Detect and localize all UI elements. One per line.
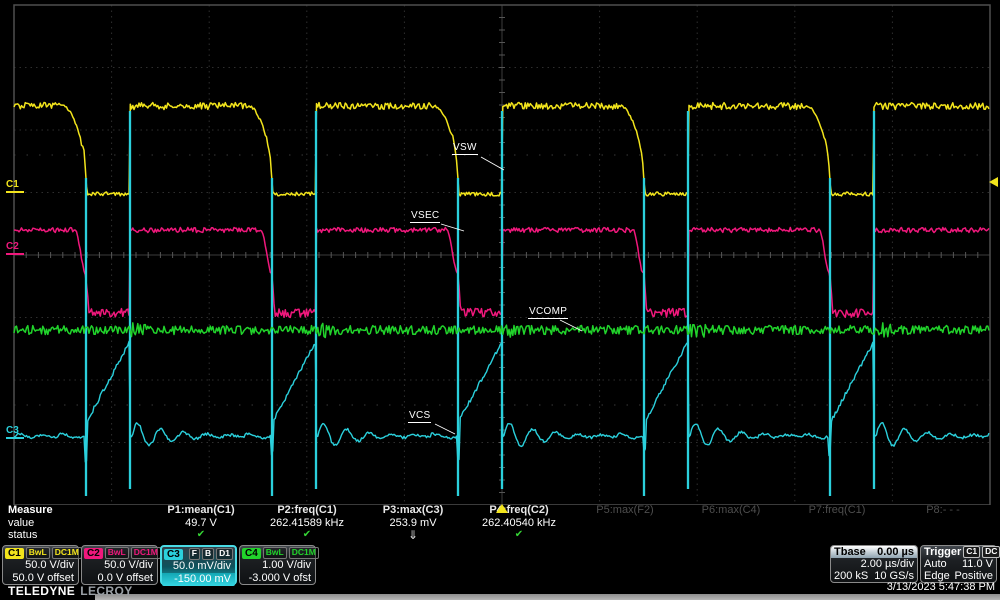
param-status-icon: ✔ <box>514 529 524 540</box>
channel-id-badge: C3 <box>164 548 183 560</box>
brand-logo: TELEDYNE LECROY <box>8 585 133 598</box>
brand-lecroy: LECROY <box>80 584 133 598</box>
channel-scale: 50.0 V/div <box>25 559 74 571</box>
timebase-position: 0.00 µs <box>877 546 914 558</box>
measure-param-3[interactable]: P3:max(C3) 253.9 mV ⇓ <box>360 504 466 541</box>
timebase-label: Tbase <box>834 546 866 558</box>
param-status-icon: ⇓ <box>407 528 419 542</box>
trace-label-vsec: VSEC <box>410 210 441 223</box>
trace-label-vcomp: VCOMP <box>528 306 569 319</box>
trigger-level: 11.0 V <box>962 558 993 570</box>
channel-offset: 50.0 V offset <box>12 572 74 584</box>
trace-position-marker-c3[interactable]: C3 <box>6 426 24 439</box>
measure-param-6[interactable]: P6:max(C4) <box>678 504 784 541</box>
measure-param-8[interactable]: P8:- - - <box>890 504 996 541</box>
channel-badge: F <box>188 548 200 560</box>
param-name: P6:max(C4) <box>701 504 761 516</box>
channel-box-c2[interactable]: C2 BwL DC1M 50.0 V/div 0.0 V offset <box>81 545 161 585</box>
channel-scale: 50.0 V/div <box>104 559 153 571</box>
trigger-type: Edge <box>924 570 950 582</box>
trigger-level-marker[interactable] <box>989 177 998 187</box>
trigger-coupling-badge: DC <box>982 546 1000 558</box>
channel-badge: BwL <box>262 547 287 559</box>
waveform-traces <box>13 101 990 496</box>
timebase-scale: 2.00 µs/div <box>860 558 914 570</box>
param-status-icon: ✔ <box>302 529 312 540</box>
trigger-label: Trigger <box>924 546 962 558</box>
channel-badge: DC1M <box>51 547 82 559</box>
channel-id-badge: C1 <box>5 547 24 559</box>
trace-position-marker-c2[interactable]: C2 <box>6 242 24 255</box>
timebase-descriptor-box[interactable]: Tbase 0.00 µs 2.00 µs/div 200 kS 10 GS/s <box>830 545 918 583</box>
param-name: P7:freq(C1) <box>808 504 866 516</box>
channel-badge: BwL <box>25 547 50 559</box>
param-name: P4:freq(C2) <box>489 504 549 516</box>
param-status-icon <box>678 517 784 529</box>
channel-id-badge: C2 <box>84 547 103 559</box>
channel-scale: 1.00 V/div <box>262 559 311 571</box>
measure-param-4[interactable]: P4:freq(C2) 262.40540 kHz ✔ <box>466 504 572 541</box>
param-status-icon <box>784 517 890 529</box>
channel-badge: DC1M <box>130 547 161 559</box>
trace-label-vsw: VSW <box>452 142 478 155</box>
channel-id-badge: C4 <box>242 547 261 559</box>
param-value: 253.9 mV <box>389 517 437 529</box>
status-label: status <box>8 529 38 541</box>
trigger-header: Trigger C1 DC <box>921 546 1000 558</box>
trigger-position-marker[interactable] <box>496 504 508 513</box>
channel-badge: B <box>201 548 215 560</box>
trigger-slope: Positive <box>954 570 993 582</box>
channel-badge: D1 <box>216 548 233 560</box>
value-label: value <box>8 516 35 529</box>
timebase-header: Tbase 0.00 µs <box>831 546 917 558</box>
trigger-mode: Auto <box>924 558 947 570</box>
channel-box-c4[interactable]: C4 BwL DC1M 1.00 V/div -3.000 V ofst <box>239 545 319 585</box>
measure-parameter-row: P1:mean(C1) 49.7 V ✔ P2:freq(C1) 262.4158… <box>148 504 996 541</box>
param-name: P5:max(F2) <box>596 504 654 516</box>
trigger-descriptor-box[interactable]: Trigger C1 DC Auto 11.0 V Edge Positive <box>920 545 1000 583</box>
channel-badge: DC1M <box>288 547 319 559</box>
channel-badge: BwL <box>104 547 129 559</box>
param-name: P2:freq(C1) <box>277 504 337 516</box>
measure-label: Measure <box>8 504 53 516</box>
timebase-samples: 200 kS <box>834 570 869 582</box>
channel-box-c1[interactable]: C1 BwL DC1M 50.0 V/div 50.0 V offset <box>2 545 82 585</box>
measure-param-7[interactable]: P7:freq(C1) <box>784 504 890 541</box>
param-name: P1:mean(C1) <box>167 504 235 516</box>
param-value: 262.41589 kHz <box>270 517 344 529</box>
param-status-icon: ✔ <box>196 529 206 540</box>
trigger-source-badge: C1 <box>963 546 981 558</box>
waveform-plot-area[interactable]: C1 C2 C3 VSW VSEC VCOMP VCS <box>0 0 1000 513</box>
param-status-icon <box>890 517 996 529</box>
param-name: P8:- - - <box>926 504 960 516</box>
channel-offset: -3.000 V ofst <box>248 572 311 584</box>
param-status-icon <box>572 517 678 529</box>
param-value: 262.40540 kHz <box>482 517 556 529</box>
timebase-rate: 10 GS/s <box>874 570 914 582</box>
measure-param-5[interactable]: P5:max(F2) <box>572 504 678 541</box>
measure-section-labels: Measure value status <box>8 504 53 542</box>
trace-position-marker-c1[interactable]: C1 <box>6 180 24 193</box>
param-name: P3:max(C3) <box>382 504 444 516</box>
datetime-display: 3/13/2023 5:47:38 PM <box>886 581 995 593</box>
brand-teledyne: TELEDYNE <box>8 584 76 598</box>
bottom-edge-strip <box>95 594 1000 600</box>
measure-param-2[interactable]: P2:freq(C1) 262.41589 kHz ✔ <box>254 504 360 541</box>
channel-offset: 0.0 V offset <box>97 572 153 584</box>
measure-param-1[interactable]: P1:mean(C1) 49.7 V ✔ <box>148 504 254 541</box>
trace-label-vcs: VCS <box>408 410 432 423</box>
channel-scale: 50.0 mV/div <box>172 560 231 572</box>
channel-box-c3[interactable]: C3 F B D1 50.0 mV/div -150.00 mV <box>160 545 237 586</box>
channel-offset: -150.00 mV <box>162 573 235 586</box>
param-value: 49.7 V <box>185 517 217 529</box>
